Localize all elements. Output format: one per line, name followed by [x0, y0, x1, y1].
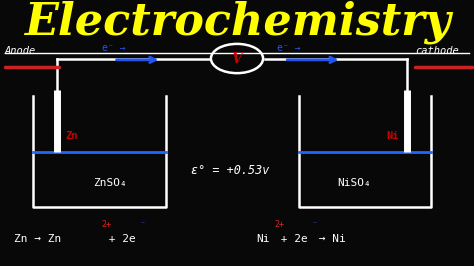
Text: Ni: Ni	[386, 131, 399, 141]
Text: → Ni: → Ni	[312, 234, 346, 244]
Text: + 2e: + 2e	[274, 234, 308, 244]
Text: + 2e: + 2e	[102, 234, 136, 244]
Text: Zn → Zn: Zn → Zn	[14, 234, 62, 244]
Text: ⁻: ⁻	[312, 220, 318, 230]
Text: ZnSO₄: ZnSO₄	[93, 178, 127, 188]
Text: 2+: 2+	[102, 220, 112, 229]
Text: NiSO₄: NiSO₄	[337, 178, 371, 188]
Text: e⁻ →: e⁻ →	[277, 43, 301, 53]
Text: V: V	[232, 52, 242, 65]
Text: Ni: Ni	[256, 234, 269, 244]
Text: 2+: 2+	[274, 220, 284, 229]
Text: Anode: Anode	[5, 46, 36, 56]
Text: Zn: Zn	[65, 131, 78, 141]
Text: cathode: cathode	[415, 46, 458, 56]
Text: e⁻ →: e⁻ →	[102, 43, 126, 53]
Text: ε° = +0.53v: ε° = +0.53v	[191, 164, 269, 177]
Text: Electrochemistry: Electrochemistry	[24, 1, 450, 44]
Text: ⁻: ⁻	[139, 220, 145, 230]
